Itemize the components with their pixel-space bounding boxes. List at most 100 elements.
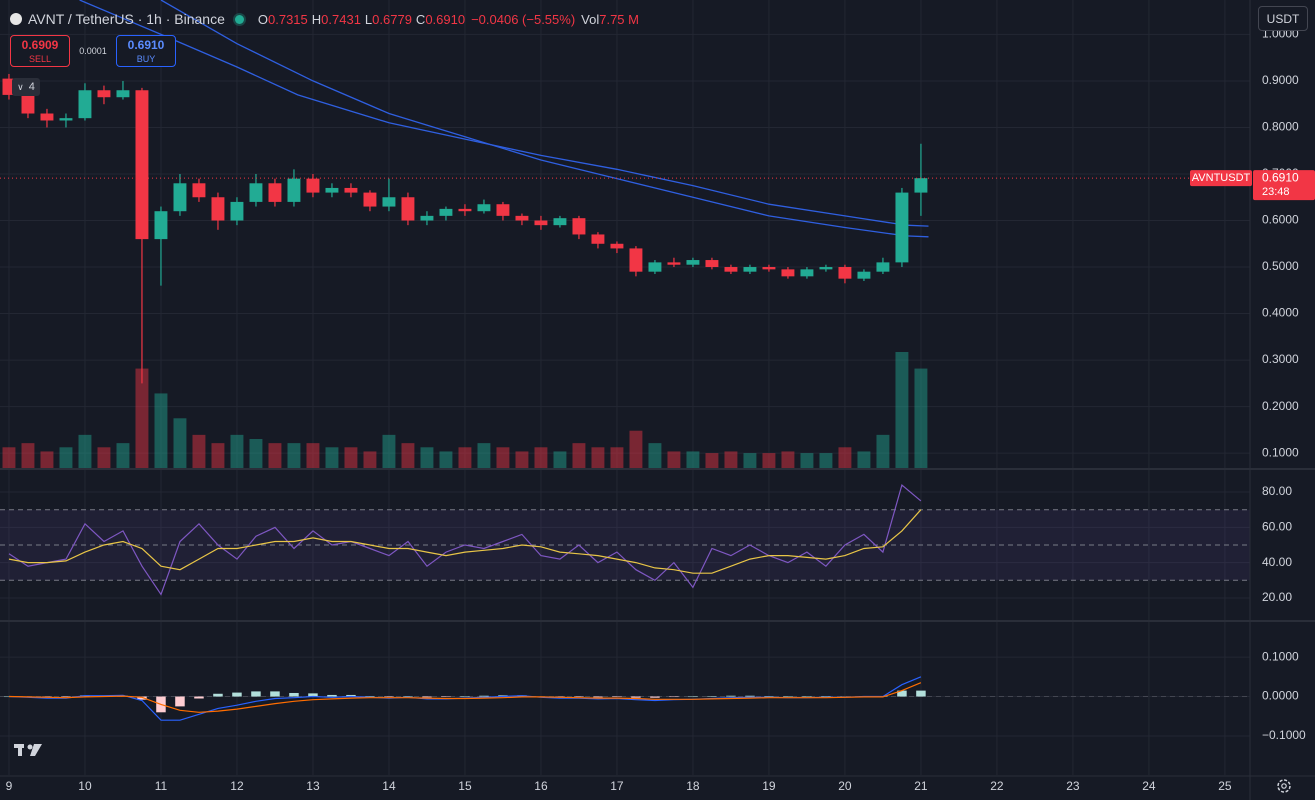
candle-body: [40, 113, 54, 121]
histogram-bar: [327, 694, 337, 697]
chevron: ∨: [17, 81, 24, 92]
symbol-logo: [10, 13, 22, 25]
x-tick-label: 13: [306, 779, 320, 793]
histogram-bar: [137, 696, 147, 700]
candle-body: [572, 218, 586, 235]
candle-body: [743, 267, 757, 272]
ohlc-key: O: [257, 11, 268, 27]
ohlc-key: C: [415, 11, 426, 27]
histogram-bar: [460, 696, 470, 697]
x-tick-label: 21: [914, 779, 928, 793]
candle-body: [876, 262, 890, 272]
settings-icon[interactable]: [1277, 779, 1291, 793]
x-tick-label: 9: [6, 779, 13, 793]
ohlc-value: 0.6910: [425, 11, 466, 27]
histogram-bar: [821, 696, 831, 697]
histogram-bar: [631, 696, 641, 698]
buy-button[interactable]: 0.6910 BUY: [116, 35, 176, 67]
histogram-bar: [403, 696, 413, 697]
x-tick-label: 22: [990, 779, 1004, 793]
volume-bar: [287, 443, 301, 468]
candle-body: [914, 178, 928, 193]
x-tick-label: 18: [686, 779, 700, 793]
y-tick-label: 0.0000: [1262, 689, 1299, 703]
volume-bar: [401, 443, 415, 468]
volume-bar: [116, 443, 130, 468]
indicator-line: [8, 509, 922, 574]
histogram-bar: [574, 696, 584, 698]
candle-body: [439, 208, 453, 216]
candle-body: [705, 260, 719, 268]
histogram-bar: [707, 696, 717, 697]
histogram-bar: [783, 696, 793, 698]
candle-body: [363, 192, 377, 207]
volume-bar: [230, 434, 244, 468]
candle-body: [116, 90, 130, 98]
histogram-bar: [232, 692, 242, 697]
histogram-bar: [612, 696, 622, 698]
volume-bar: [648, 443, 662, 468]
volume-bar: [534, 447, 548, 468]
spread: 0.0001: [79, 46, 107, 56]
histogram-bar: [688, 696, 698, 698]
volume-key: Vol: [581, 11, 600, 27]
histogram-bar: [384, 696, 394, 698]
currency-label: USDT: [1266, 11, 1300, 26]
candle-body: [819, 267, 833, 270]
histogram-bar: [308, 693, 318, 697]
volume-bar: [914, 368, 928, 468]
histogram-bar: [802, 696, 812, 698]
x-tick-label: 17: [610, 779, 624, 793]
volume-bar: [496, 447, 510, 468]
candle-body: [458, 208, 472, 212]
candle-body: [287, 178, 301, 202]
ohlc-value: 0.7315: [268, 11, 308, 27]
symbol-tag: [1190, 170, 1252, 187]
volume-bar: [458, 447, 472, 468]
volume-bar: [895, 352, 909, 468]
indicator-count: 4: [28, 81, 35, 93]
candle-body: [382, 197, 396, 207]
volume-bar: [724, 451, 738, 468]
candle-body: [230, 201, 244, 221]
y-tick-label: 0.3000: [1262, 352, 1299, 366]
histogram-bar: [441, 696, 451, 698]
symbol-title: AVNT / TetherUS · 1h · Binance: [28, 11, 225, 27]
grid: [0, 0, 1250, 775]
candle-body: [420, 215, 434, 221]
symbol-tag-label: AVNTUSDT: [1192, 172, 1251, 184]
candle-body: [325, 187, 339, 193]
volume-bar: [762, 453, 776, 468]
volume-bar: [553, 451, 567, 468]
volume-bar: [135, 368, 149, 468]
moving-average: [160, 0, 929, 238]
volume-bar: [382, 434, 396, 468]
histogram-bar: [669, 696, 679, 698]
volume-bar: [667, 451, 681, 468]
candle-body: [306, 178, 320, 193]
volume-bar: [211, 443, 225, 468]
y-tick-label: 0.4000: [1262, 306, 1299, 320]
buy-label: BUY: [136, 54, 156, 64]
volume-bar: [97, 447, 111, 468]
volume-bar: [838, 447, 852, 468]
volume-bar: [857, 451, 871, 468]
candle-body: [762, 267, 776, 270]
candle-body: [610, 243, 624, 249]
volume-bar: [249, 439, 263, 468]
candle-body: [686, 260, 700, 265]
histogram-bar: [650, 696, 660, 698]
histogram-bar: [479, 695, 489, 697]
histogram-bar: [365, 696, 375, 697]
sell-button[interactable]: 0.6909 SELL: [10, 35, 70, 67]
candle-body: [59, 118, 73, 121]
x-tick-label: 15: [458, 779, 472, 793]
currency-button[interactable]: USDT: [1258, 6, 1308, 31]
price-tag-label: 0.6910: [1262, 170, 1299, 184]
candle-body: [173, 183, 187, 212]
indicators-toggle[interactable]: ∨ 4: [12, 78, 40, 96]
market-status: [234, 14, 244, 24]
y-tick-label: 0.9000: [1262, 73, 1299, 87]
